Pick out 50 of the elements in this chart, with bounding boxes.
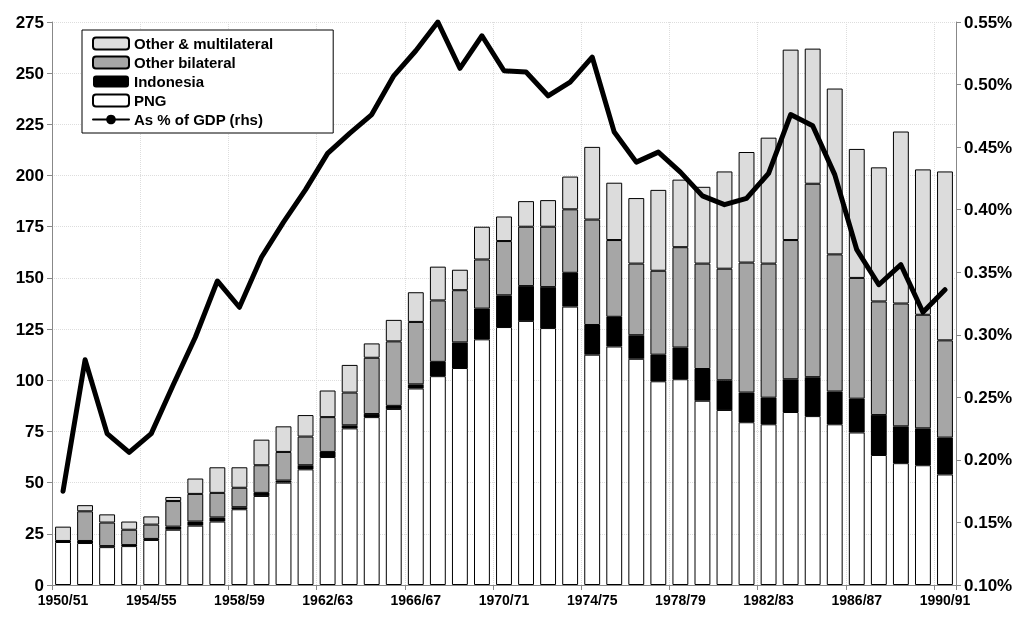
y-tick-label: 225 — [15, 114, 44, 134]
x-tick-label: 1970/71 — [478, 592, 530, 608]
bar — [77, 543, 94, 585]
legend-label: Other & multilateral — [134, 35, 274, 52]
x-tick-label: 1954/55 — [125, 592, 177, 608]
x-tick-label: 1986/87 — [831, 592, 883, 608]
x-tick-label: 1990/91 — [919, 592, 971, 608]
y2-tick-label: 0.15% — [964, 512, 1013, 532]
bar — [253, 495, 270, 585]
bar — [341, 428, 358, 585]
x-tick-label: 1974/75 — [566, 592, 618, 608]
bar — [165, 501, 182, 527]
x-tick-label: 1950/51 — [37, 592, 89, 608]
bar — [363, 417, 380, 585]
bar — [187, 525, 204, 585]
y-tick-label: 125 — [15, 319, 44, 339]
y2-tick-label: 0.25% — [964, 387, 1013, 407]
y-tick-label: 0 — [34, 575, 44, 595]
bar — [407, 388, 424, 585]
y-tick-label: 75 — [25, 421, 44, 441]
legend-label: Indonesia — [134, 73, 205, 90]
y-tick-label: 275 — [15, 12, 44, 32]
y-tick-label: 50 — [25, 473, 44, 493]
y2-tick-label: 0.40% — [964, 200, 1013, 220]
legend-label: As % of GDP (rhs) — [134, 111, 263, 128]
y2-tick-label: 0.55% — [964, 12, 1013, 32]
y2-tick-label: 0.35% — [964, 262, 1013, 282]
bar — [297, 469, 314, 585]
y-tick-label: 100 — [15, 370, 44, 390]
bar — [165, 529, 182, 585]
legend-label: Other bilateral — [134, 54, 236, 71]
x-tick-label: 1978/79 — [655, 592, 706, 608]
bar — [209, 521, 226, 585]
y2-tick-label: 0.30% — [964, 325, 1013, 345]
bar — [231, 509, 248, 585]
y-tick-label: 150 — [15, 268, 44, 288]
y2-tick-label: 0.20% — [964, 450, 1013, 470]
x-tick-label: 1966/67 — [390, 592, 442, 608]
y2-tick-label: 0.10% — [964, 575, 1013, 595]
y-tick-label: 250 — [15, 63, 44, 83]
x-tick-label: 1962/63 — [302, 592, 354, 608]
legend-label: PNG — [134, 92, 167, 109]
y-tick-label: 175 — [15, 217, 44, 237]
bar — [385, 408, 402, 585]
y2-tick-label: 0.45% — [964, 137, 1013, 157]
y-tick-label: 25 — [25, 524, 44, 544]
x-tick-label: 1958/59 — [214, 592, 265, 608]
y-tick-label: 200 — [15, 166, 44, 186]
y2-tick-label: 0.50% — [964, 75, 1013, 95]
x-tick-label: 1982/83 — [743, 592, 795, 608]
